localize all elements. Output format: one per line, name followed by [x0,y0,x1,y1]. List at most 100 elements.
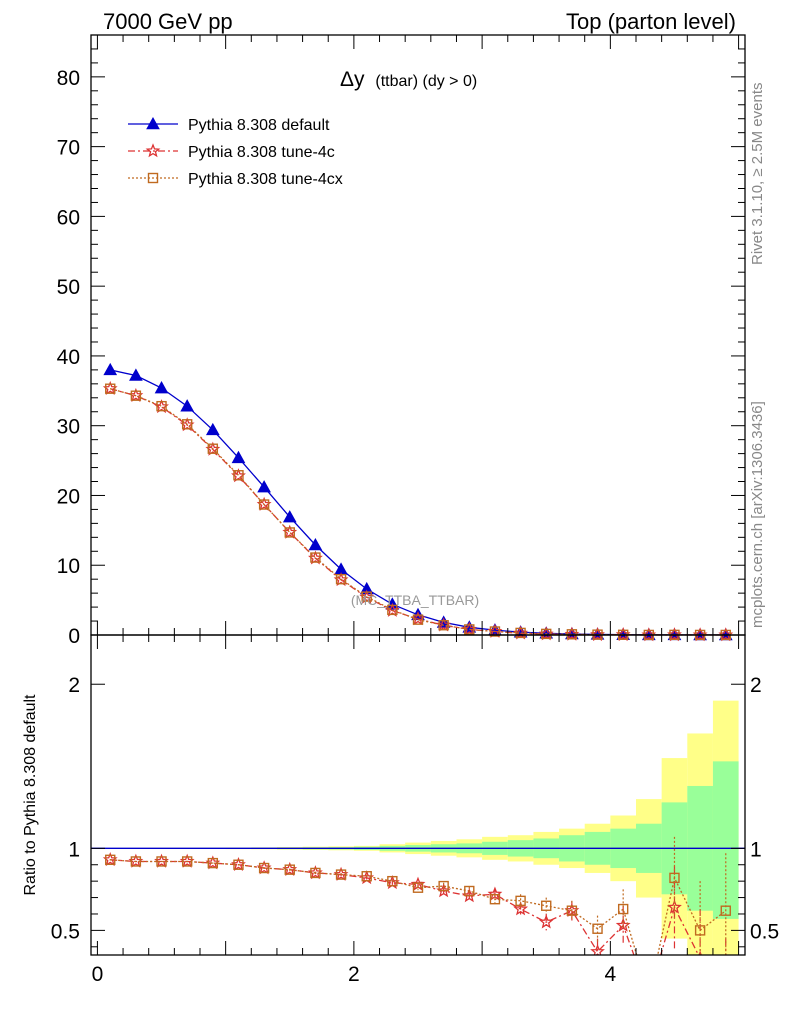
ratio-point-1 [694,925,706,936]
ratio-frame [90,634,746,956]
series-2-point [387,604,398,616]
ratio-y-tick-label-right: 2 [750,674,762,697]
plot-title-main: Δy [340,68,365,91]
ratio-point-1 [541,900,552,911]
series-0-point [103,362,118,376]
series-2-point [438,620,449,631]
series-0-point [282,510,297,523]
ratio-point-0 [487,886,503,901]
ratio-point-1 [207,857,219,869]
series-0-point [180,399,195,412]
ratio-plot: 0.5 0.5 1 1 2 2 0 2 4 Ratio to Pythia 8.308 defa… [22,634,779,1001]
main-axis: 0 10 20 30 40 50 60 70 80 [57,35,745,648]
ratio-y-tick-label-right: 0.5 [750,920,779,943]
ratio-point-1 [105,854,116,866]
series-2-point [310,552,321,563]
series-0-point [129,368,143,381]
x-tick-label: 2 [348,963,360,986]
mcplots-label: mcplots.cern.ch [arXiv:1306.3436] [749,401,766,628]
ratio-point-0 [720,990,731,1001]
legend: Pythia 8.308 default Pythia 8.308 tune-4c… [128,116,343,188]
legend-marker-2 [147,172,159,184]
series-0-point [308,537,323,551]
plot-title-sub: (ttbar) (dy > 0) [375,73,477,90]
ratio-point-1 [156,856,167,867]
series-2-point [489,626,501,637]
ratio-point-1 [644,992,653,1001]
ratio-point-1 [335,869,347,880]
ratio-point-0 [643,990,654,1001]
y-tick-label: 80 [57,67,80,90]
series-2-point [464,624,475,635]
y-tick-label: 10 [57,555,80,578]
series-2-point [207,443,219,454]
series-2-point [515,627,526,639]
ratio-point-1 [310,867,321,879]
ratio-point-1 [438,880,449,892]
ratio-point-0 [538,914,554,929]
series-2-point [105,383,116,394]
ratio-point-1 [361,871,372,882]
ratio-point-1 [181,856,193,867]
series-2-point [541,628,552,640]
y-tick-label: 30 [57,416,80,439]
legend-label-1: Pythia 8.308 tune-4c [188,144,335,161]
ratio-marks [91,700,745,1001]
ratio-point-1 [387,875,398,887]
series-2-point [284,527,295,538]
legend-label-2: Pythia 8.308 tune-4cx [188,171,343,188]
ratio-point-1 [412,882,424,893]
series-2-point [258,499,270,510]
ratio-y-tick-label: 2 [68,674,80,697]
header-left: 7000 GeV pp [103,9,233,34]
ratio-point-0 [590,943,605,955]
series-2-point [233,470,244,481]
y-tick-label: 40 [57,346,80,369]
ratio-ylabel: Ratio to Pythia 8.308 default [22,694,39,896]
ratio-y-tick-label-right: 1 [750,838,762,861]
y-tick-label: 60 [57,206,80,229]
ratio-point-1 [464,885,475,897]
ratio-point-1 [284,864,295,875]
ratio-y-tick-label: 0.5 [51,920,80,943]
y-tick-label: 0 [68,625,80,648]
y-tick-label: 70 [57,137,80,160]
series-2-point [335,573,347,585]
ratio-axis: 0.5 0.5 1 1 2 2 0 2 4 [51,635,779,986]
y-tick-label: 20 [57,485,80,508]
watermark: (MC_TTBA_TTBAR) [351,592,479,608]
ratio-point-1 [515,895,526,907]
ratio-point-1 [617,903,629,915]
ratio-point-1 [130,856,142,867]
ratio-point-1 [669,872,680,884]
x-tick-label: 4 [605,963,617,986]
series-0-point [359,581,374,595]
series-0-point [205,422,220,436]
series-2-point [156,400,167,412]
y-tick-label: 50 [57,276,80,299]
ratio-y-tick-label: 1 [68,838,80,861]
series-0-point [257,480,271,493]
series-0-point [154,380,169,394]
series-2-point [361,591,372,602]
main-plot: 0 10 20 30 40 50 60 70 80 Δy (ttbar) (dy > 0) (M… [57,34,746,648]
ratio-point-1 [258,862,270,874]
header-right: Top (parton level) [566,9,736,34]
series-2-point [181,419,193,430]
rivet-label: Rivet 3.1.10, ≥ 2.5M events [749,83,766,266]
ratio-point-0 [513,901,528,916]
ratio-point-1 [720,905,731,916]
series-2-point [412,614,424,625]
ratio-point-1 [566,905,578,916]
series-2-point [566,629,578,640]
legend-label-0: Pythia 8.308 default [188,117,330,134]
x-tick-label: 0 [92,963,104,986]
legend-marker-1 [145,143,161,158]
series-0-point [231,450,246,464]
ratio-line-1 [110,859,727,955]
series-2-point [130,390,142,401]
plot-title: Δy (ttbar) (dy > 0) [340,68,477,91]
band-inner [712,761,739,919]
ratio-point-1 [233,859,244,870]
